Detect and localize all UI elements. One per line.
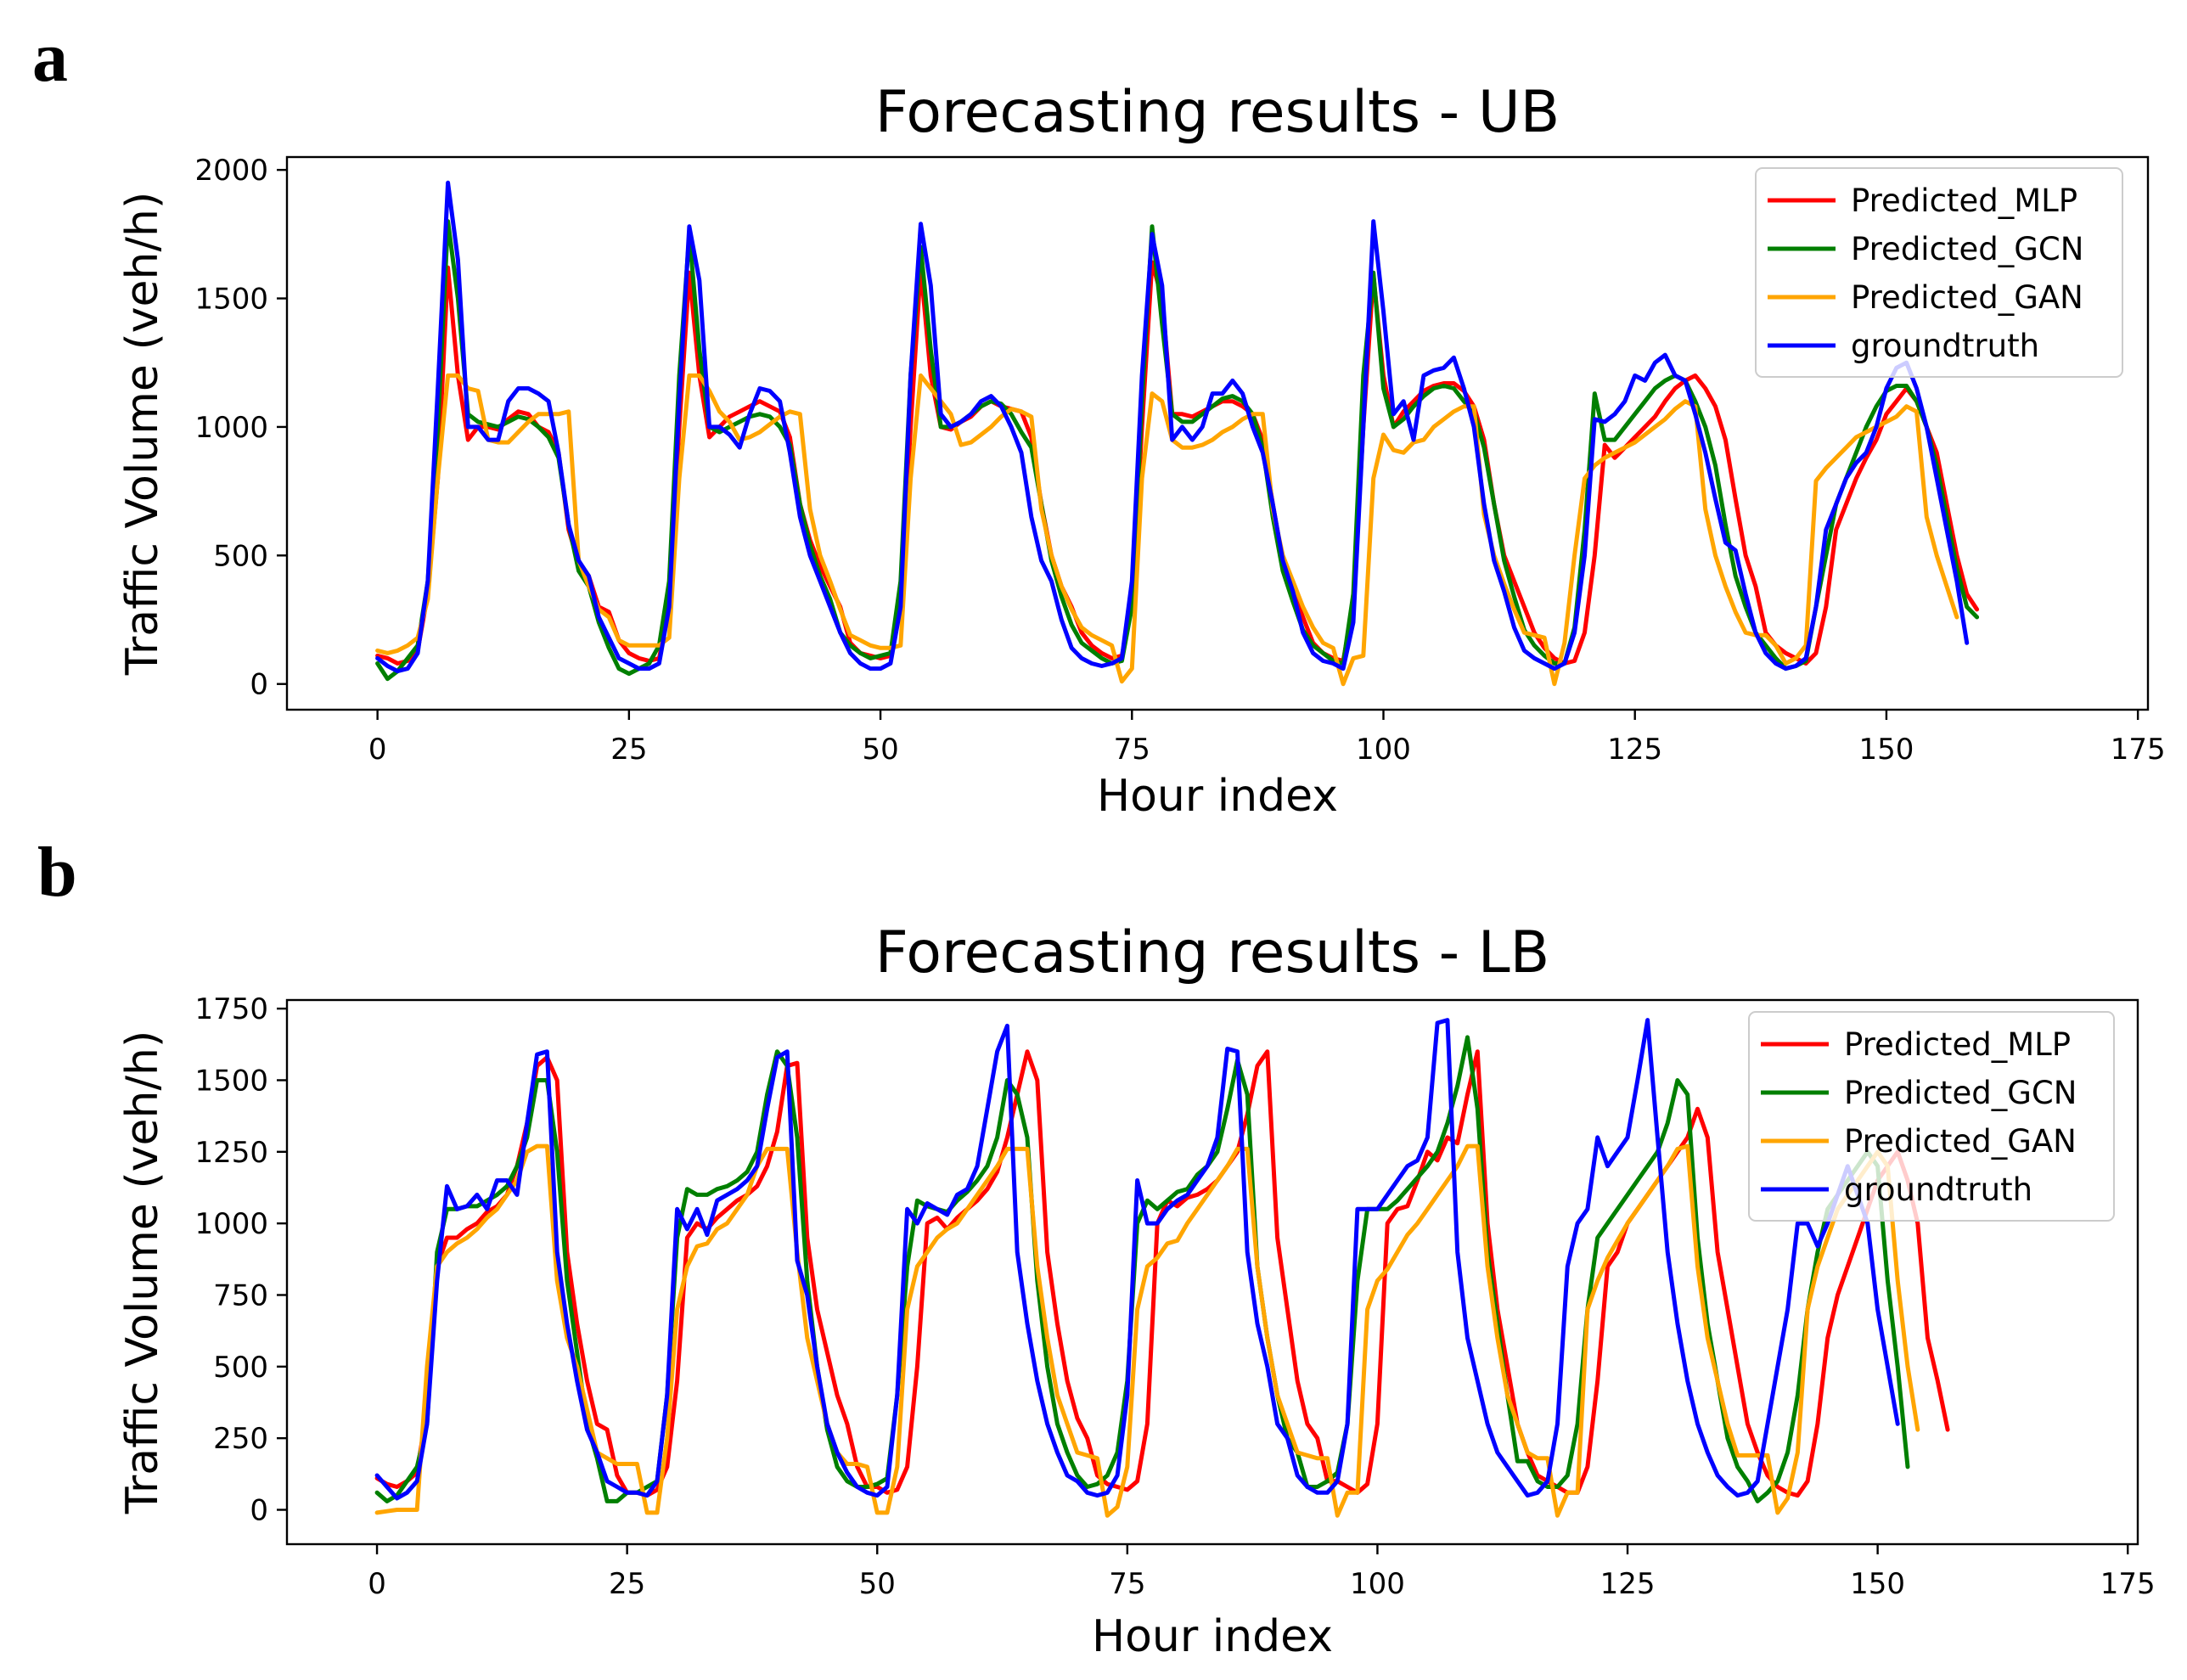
y-tick-label: 500: [213, 539, 268, 573]
legend-box: [1748, 1011, 2115, 1222]
x-tick-label: 50: [859, 1567, 896, 1601]
x-tick-label: 125: [1607, 733, 1662, 767]
legend-label: Predicted_GCN: [1844, 1075, 2077, 1111]
x-tick-label: 0: [368, 733, 387, 767]
legend-label: groundtruth: [1851, 328, 2039, 364]
x-tick-label: 75: [1114, 733, 1150, 767]
x-tick-label: 175: [2111, 733, 2166, 767]
legend-label: Predicted_MLP: [1844, 1026, 2071, 1063]
legend: Predicted_MLP Predicted_GCN Predicted_GANg…: [1748, 1011, 2115, 1222]
y-tick-label: 1500: [194, 1064, 268, 1098]
x-tick-label: 25: [610, 733, 647, 767]
x-tick-label: 100: [1350, 1567, 1405, 1601]
chart-title: Forecasting results - LB: [875, 919, 1550, 986]
legend: Predicted_MLP Predicted_GCN Predicted_GANg…: [1755, 167, 2123, 378]
x-tick-label: 0: [368, 1567, 386, 1601]
legend-label: groundtruth: [1844, 1172, 2032, 1208]
y-tick-label: 2000: [194, 154, 268, 188]
series-line-groundtruth: [375, 180, 1970, 674]
y-tick-label: 250: [213, 1422, 268, 1456]
x-tick-label: 125: [1600, 1567, 1656, 1601]
x-tick-label: 175: [2100, 1567, 2156, 1601]
legend-box: [1755, 167, 2123, 378]
chart-ub: Forecasting results - UB 0 25 50 75 100 125 150…: [117, 79, 2166, 822]
series-line-predicted-mlp: [374, 1049, 1950, 1498]
legend-label: Predicted_MLP: [1851, 183, 2077, 219]
y-tick-label: 1000: [194, 1207, 268, 1241]
legend-label: Predicted_GAN: [1851, 279, 2083, 316]
y-tick-label: 750: [213, 1278, 268, 1312]
series-line-predicted-mlp: [375, 260, 1980, 666]
series-line-groundtruth: [374, 1018, 1900, 1501]
chart-lb: Forecasting results - LB 0 25 50 75 100 125 150…: [117, 919, 2156, 1662]
y-tick-label: 0: [250, 668, 268, 702]
y-tick-label: 500: [213, 1351, 268, 1385]
y-tick-label: 1750: [194, 992, 268, 1026]
x-tick-label: 150: [1850, 1567, 1905, 1601]
x-tick-label: 150: [1858, 733, 1914, 767]
y-tick-label: 0: [250, 1494, 268, 1528]
x-axis-label: Hour index: [1092, 1611, 1333, 1662]
x-axis-label: Hour index: [1097, 771, 1338, 822]
y-axis-label: Traffic Volume (veh/h): [117, 1031, 168, 1514]
plot-frame: [285, 155, 2150, 711]
y-tick-label: 1500: [194, 283, 268, 317]
x-tick-label: 100: [1356, 733, 1411, 767]
y-tick-label: 1000: [194, 411, 268, 445]
x-tick-label: 50: [862, 733, 898, 767]
legend-label: Predicted_GAN: [1844, 1123, 2077, 1160]
plot-frame: [285, 998, 2139, 1546]
panel-label-a: a: [32, 18, 68, 97]
series-line-predicted-gcn: [375, 219, 1980, 682]
panel-label-b: b: [37, 833, 77, 912]
legend-label: Predicted_GCN: [1851, 231, 2083, 267]
x-tick-label: 75: [1109, 1567, 1145, 1601]
chart-title: Forecasting results - UB: [875, 79, 1560, 146]
x-tick-label: 25: [609, 1567, 645, 1601]
y-axis-label: Traffic Volume (veh/h): [117, 192, 168, 676]
y-tick-label: 1250: [194, 1136, 268, 1170]
